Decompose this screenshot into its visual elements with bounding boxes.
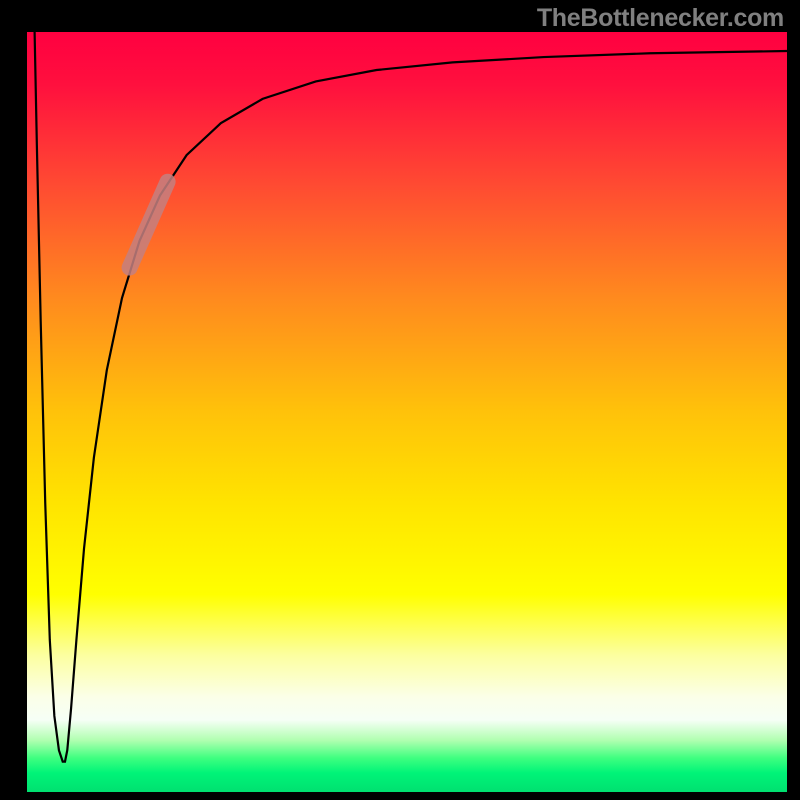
plot-background [27,32,787,792]
chart-frame: TheBottlenecker.com [0,0,800,800]
watermark-text: TheBottlenecker.com [537,4,784,33]
chart-plot [27,32,787,792]
